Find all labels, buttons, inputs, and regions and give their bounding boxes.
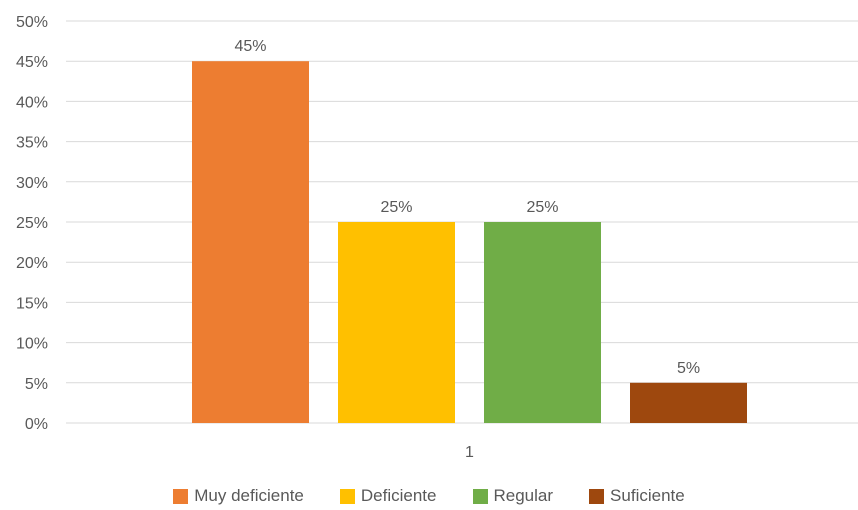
data-label: 5% [677, 360, 700, 377]
bar-deficiente [338, 222, 455, 423]
y-tick-label: 20% [16, 255, 48, 272]
legend-swatch [173, 488, 189, 504]
legend-label: Suficiente [610, 486, 685, 505]
legend: Muy deficiente Deficiente Regular Suficient… [0, 484, 858, 508]
legend-item: Regular [472, 486, 554, 506]
legend-swatch [339, 488, 355, 504]
x-category-label: 1 [465, 444, 474, 461]
y-tick-label: 30% [16, 175, 48, 192]
data-label: 25% [526, 199, 558, 216]
legend-label: Deficiente [360, 486, 437, 505]
bar-suficiente [630, 382, 747, 423]
legend-item: Muy deficiente [173, 486, 304, 506]
legend-swatch [472, 488, 488, 504]
y-tick-label: 35% [16, 135, 48, 152]
bar-muy-deficiente [192, 61, 309, 423]
y-tick-label: 10% [16, 336, 48, 353]
y-tick-label: 45% [16, 54, 48, 71]
bar-chart: 0%5%10%15%20%25%30%35%40%45%50%45%25% 25%… [16, 14, 858, 461]
y-tick-label: 15% [16, 295, 48, 312]
legend-swatch [589, 488, 605, 504]
y-tick-label: 25% [16, 215, 48, 232]
data-label: 45% [234, 38, 266, 55]
y-tick-label: 50% [16, 14, 48, 31]
y-tick-label: 5% [25, 376, 48, 393]
legend-label: Muy deficiente [194, 486, 304, 505]
data-label: 25% [380, 199, 412, 216]
bar-regular [484, 222, 601, 423]
legend-item: Suficiente [589, 486, 685, 506]
legend-label: Regular [493, 486, 554, 505]
y-tick-label: 0% [25, 416, 48, 433]
legend-item: Deficiente [339, 486, 437, 506]
y-tick-label: 40% [16, 94, 48, 111]
